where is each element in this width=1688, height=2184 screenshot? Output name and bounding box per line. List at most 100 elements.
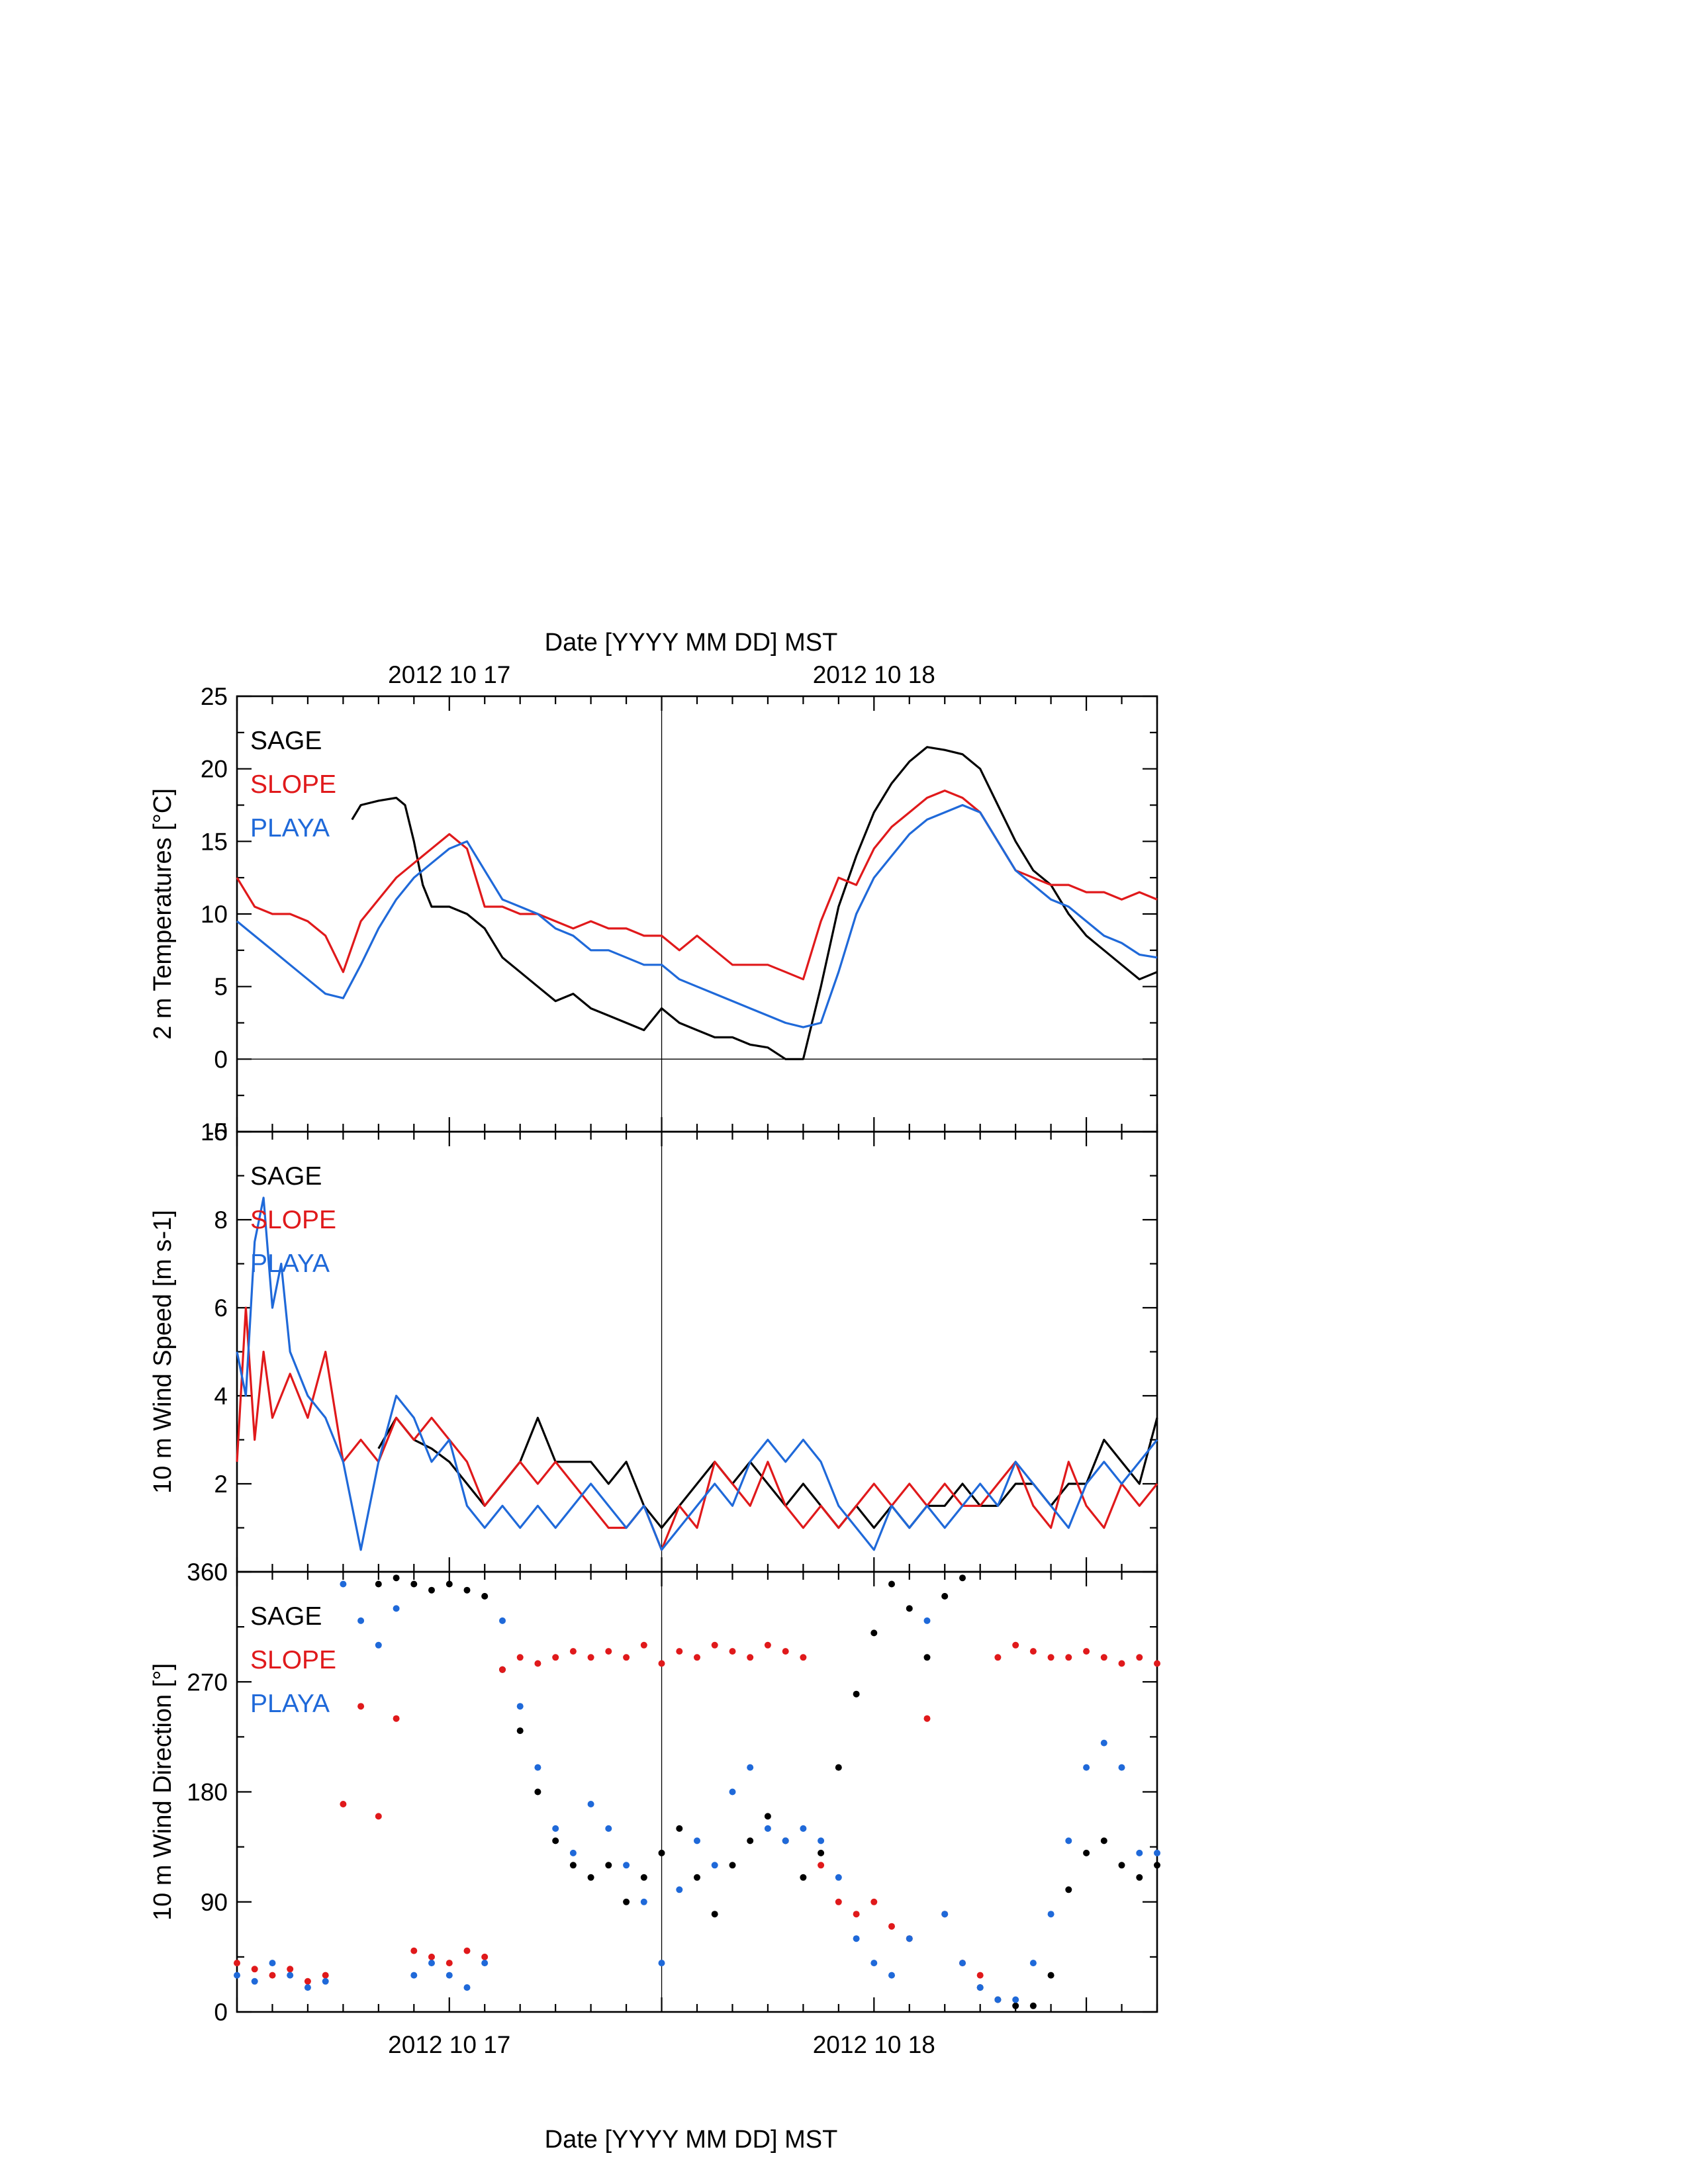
wind-direction-sage-point: [605, 1862, 612, 1869]
wind-direction-slope-point: [623, 1654, 630, 1661]
wind-direction-slope-point: [552, 1654, 559, 1661]
wind-direction-slope-point: [658, 1660, 665, 1667]
wind-direction-sage-point: [941, 1592, 949, 1600]
wind-direction-playa-point: [835, 1874, 842, 1881]
panel-wind-direction: 0 90 180 270 360 10 m Wind Direction [°] SAGE S…: [149, 1559, 1160, 2026]
wind-direction-slope-point: [1083, 1648, 1090, 1655]
wind-direction-slope-point: [1012, 1641, 1019, 1649]
wind-direction-playa-point: [623, 1862, 630, 1869]
wind-speed-legend-slope: SLOPE: [250, 1206, 336, 1234]
wind-direction-playa-point: [906, 1935, 913, 1942]
temperature-legend-sage: SAGE: [250, 727, 322, 755]
wind-direction-slope-point: [800, 1654, 807, 1661]
wind-direction-sage-point: [711, 1911, 718, 1918]
wind-direction-playa-point: [694, 1837, 700, 1844]
wind-direction-sage-point: [428, 1586, 435, 1594]
wind-direction-slope-point: [835, 1898, 842, 1905]
wind-direction-slope-point: [393, 1715, 400, 1722]
wind-direction-playa-point: [870, 1960, 878, 1967]
x-tick-labels: 2012 10 17 2012 10 17 2012 10 18 2012 10 18: [388, 661, 935, 2058]
wind-direction-slope-point: [605, 1648, 612, 1655]
wind-direction-slope-point: [747, 1654, 754, 1661]
wind-speed-y-tick-label: 0: [214, 1559, 228, 1586]
wind-direction-y-tick-label: 0: [214, 1999, 228, 2026]
wind-direction-slope-point: [322, 1972, 329, 1979]
wind-direction-playa-point: [800, 1825, 807, 1832]
wind-direction-playa-point: [764, 1825, 771, 1832]
wind-direction-sage-point: [764, 1813, 771, 1820]
wind-direction-slope-point: [481, 1953, 489, 1960]
wind-speed-y-tick-label: 10: [201, 1118, 228, 1146]
wind-direction-slope-point: [676, 1648, 683, 1655]
wind-direction-sage-point: [587, 1874, 594, 1881]
wind-direction-playa-point: [587, 1801, 594, 1807]
wind-speed-legend-playa: PLAYA: [250, 1250, 330, 1278]
wind-direction-slope-point: [1065, 1654, 1072, 1661]
wind-direction-playa-point: [251, 1978, 258, 1985]
wind-direction-playa-point: [499, 1617, 506, 1624]
wind-direction-slope-point: [711, 1641, 718, 1649]
wind-direction-slope-point: [994, 1654, 1002, 1661]
wind-direction-sage-point: [676, 1825, 683, 1832]
wind-direction-playa-point: [640, 1898, 647, 1905]
wind-direction-slope-point: [534, 1660, 541, 1667]
wind-direction-sage-point: [393, 1574, 400, 1582]
wind-direction-y-axis-title: 10 m Wind Direction [°]: [149, 1663, 177, 1921]
wind-direction-slope-point: [357, 1703, 365, 1710]
wind-direction-sage-point: [818, 1849, 825, 1856]
wind-speed-y-tick-label: 2: [214, 1471, 228, 1498]
wind-direction-playa-point: [959, 1960, 966, 1967]
temperature-plot-frame: [236, 695, 1158, 1133]
temperature-playa-series-line: [236, 803, 1158, 1028]
wind-direction-sage-point: [1065, 1886, 1072, 1893]
wind-direction-playa-point: [552, 1825, 559, 1832]
wind-direction-slope-point: [287, 1966, 294, 1973]
wind-direction-sage-point: [445, 1580, 453, 1588]
bottom-x-tick-label: 2012 10 17: [388, 2031, 510, 2058]
wind-direction-playa-point: [234, 1972, 240, 1979]
wind-direction-playa-point: [853, 1935, 860, 1942]
wind-direction-sage-point: [729, 1862, 736, 1869]
wind-direction-playa-point: [782, 1837, 789, 1844]
wind-direction-sage-point: [1118, 1862, 1125, 1869]
temperature-y-tick-label: -5: [206, 1118, 228, 1146]
wind-direction-sage-point: [375, 1580, 382, 1588]
wind-direction-slope-point: [640, 1641, 647, 1649]
wind-direction-playa-point: [676, 1886, 683, 1893]
wind-direction-slope-point: [818, 1862, 825, 1869]
wind-direction-sage-point: [800, 1874, 807, 1881]
wind-direction-playa-point: [287, 1972, 294, 1979]
temperature-y-tick-label: 10: [201, 901, 228, 928]
wind-direction-playa-point: [534, 1764, 541, 1771]
wind-direction-playa-point: [994, 1996, 1002, 2003]
temperature-legend-slope: SLOPE: [250, 770, 336, 799]
wind-direction-legend-sage: SAGE: [250, 1602, 322, 1631]
wind-direction-playa-point: [941, 1911, 949, 1918]
wind-direction-sage-point: [1100, 1837, 1107, 1844]
wind-direction-y-tick-label: 360: [187, 1559, 228, 1586]
wind-direction-playa-point: [1029, 1960, 1037, 1967]
wind-direction-y-tick-label: 90: [201, 1889, 228, 1916]
temperature-legend-playa: PLAYA: [250, 814, 330, 842]
wind-direction-playa-point: [410, 1972, 418, 1979]
wind-direction-slope-point: [782, 1648, 789, 1655]
wind-direction-slope-point: [1047, 1654, 1055, 1661]
wind-speed-sage-series-line: [377, 1416, 1158, 1529]
wind-direction-sage-point: [552, 1837, 559, 1844]
wind-direction-slope-point: [445, 1960, 453, 1967]
wind-direction-playa-point: [322, 1978, 329, 1985]
wind-direction-playa-point: [747, 1764, 754, 1771]
wind-speed-playa-series-line: [236, 1197, 1158, 1551]
top-x-axis-title: Date [YYYY MM DD] MST: [545, 629, 838, 657]
wind-direction-slope-point: [569, 1648, 577, 1655]
panel-wind-speed: 0 2 4 6 8 10 10 m Wind Speed [m s-1] SAGE SLOPE P…: [149, 1118, 1158, 1586]
wind-direction-slope-point: [888, 1923, 895, 1930]
wind-direction-legend-playa: PLAYA: [250, 1690, 330, 1718]
wind-direction-playa-point: [463, 1984, 471, 1991]
temperature-y-tick-label: 5: [214, 974, 228, 1001]
wind-direction-y-tick-label: 270: [187, 1668, 228, 1696]
temperature-y-tick-label: 20: [201, 756, 228, 783]
wind-direction-slope-point: [499, 1666, 506, 1673]
wind-direction-playa-point: [1083, 1764, 1090, 1771]
wind-direction-playa-point: [428, 1960, 435, 1967]
